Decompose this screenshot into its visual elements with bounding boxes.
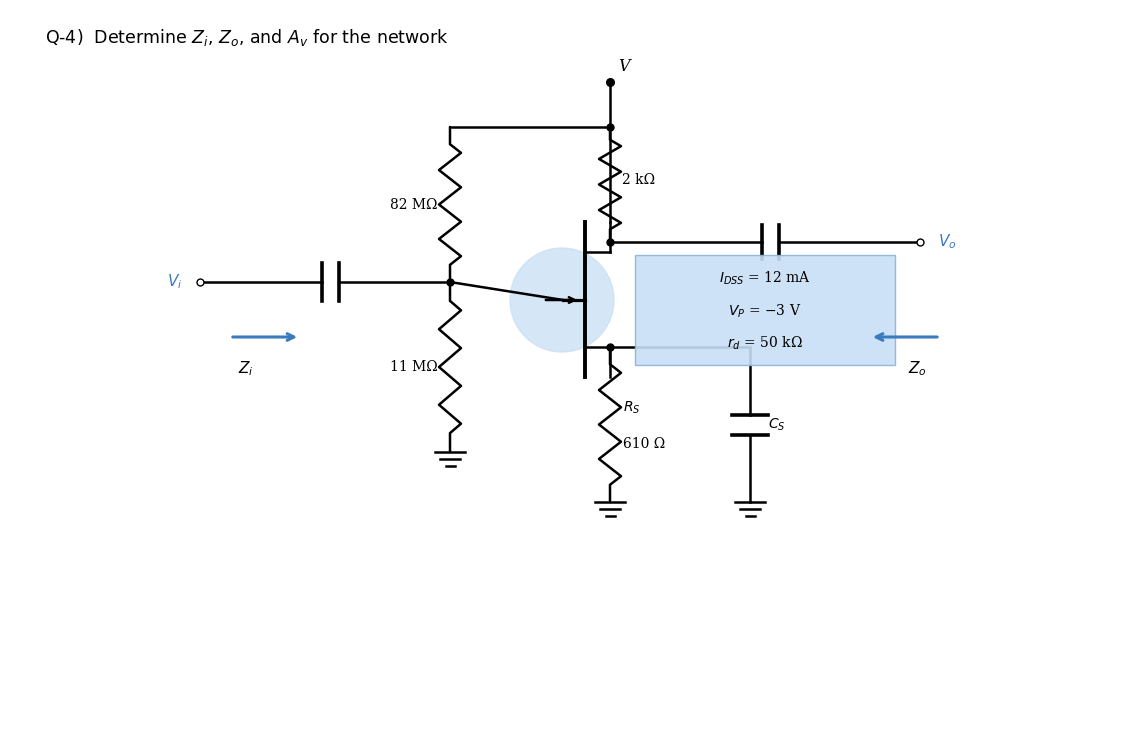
Text: $Z_i$: $Z_i$ (238, 359, 254, 377)
Text: $R_S$: $R_S$ (623, 400, 640, 416)
Text: 82 MΩ: 82 MΩ (390, 198, 438, 212)
Text: $V_P$ = −3 V: $V_P$ = −3 V (728, 303, 802, 321)
Text: $Z_o$: $Z_o$ (908, 359, 927, 377)
Text: $V_i$: $V_i$ (166, 273, 182, 291)
Text: 2 kΩ: 2 kΩ (622, 172, 655, 186)
Text: $r_d$ = 50 kΩ: $r_d$ = 50 kΩ (727, 335, 803, 352)
Text: $I_{DSS}$ = 12 mA: $I_{DSS}$ = 12 mA (719, 270, 811, 287)
Text: 610 Ω: 610 Ω (623, 436, 665, 450)
Circle shape (510, 248, 614, 352)
Text: V: V (618, 58, 630, 75)
Text: $C_S$: $C_S$ (768, 416, 785, 433)
Text: Q-4)  Determine $Z_i$, $Z_o$, and $A_v$ for the network: Q-4) Determine $Z_i$, $Z_o$, and $A_v$ f… (45, 27, 449, 48)
Text: $V_o$: $V_o$ (938, 233, 956, 251)
FancyBboxPatch shape (634, 255, 896, 365)
Text: 11 MΩ: 11 MΩ (390, 360, 438, 374)
